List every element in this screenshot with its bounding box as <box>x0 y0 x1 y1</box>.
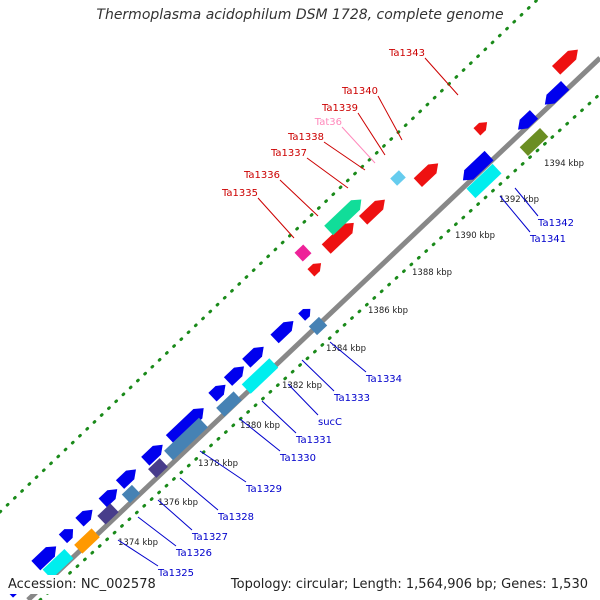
leader-line <box>261 400 297 434</box>
gene-label: Ta1340 <box>341 86 378 97</box>
leader-line <box>514 187 539 217</box>
gene-arrow <box>223 366 244 386</box>
gene-label: Ta1334 <box>365 374 402 385</box>
gene-label: Ta1330 <box>279 453 316 464</box>
gene-arrow <box>164 417 208 461</box>
gene-arrow <box>58 529 74 544</box>
gene-arrow <box>165 408 204 445</box>
leader-line <box>287 383 319 416</box>
leader-line <box>239 418 281 452</box>
gene-label: Ta1333 <box>333 393 370 404</box>
leader-line <box>199 450 247 483</box>
kbp-tick-label: 1378 kbp <box>198 459 238 469</box>
gene-label: Ta1343 <box>388 48 425 59</box>
gene-arrow <box>242 346 264 368</box>
gene-arrow <box>321 222 354 254</box>
gene-label: Ta1337 <box>270 148 307 159</box>
outer-tick-ring <box>0 0 540 514</box>
gene-arrow <box>358 199 385 225</box>
gene-arrow <box>31 546 57 571</box>
gene-label: Tat36 <box>314 117 342 128</box>
gene-label: Ta1335 <box>221 188 258 199</box>
leader-line <box>279 179 319 217</box>
gene-arrow <box>294 244 312 262</box>
gene-label: Ta1328 <box>217 512 254 523</box>
leader-line <box>257 197 295 239</box>
leader-line <box>306 157 349 189</box>
gene-arrow <box>466 163 502 199</box>
gene-label: Ta1338 <box>287 132 324 143</box>
kbp-tick-label: 1392 kbp <box>499 195 539 205</box>
leader-line <box>137 516 177 547</box>
gene-arrow <box>115 469 136 489</box>
gene-label: Ta1326 <box>175 548 212 559</box>
accession-label: Accession: NC_002578 <box>4 575 160 594</box>
leader-line <box>323 141 366 171</box>
gene-arrow <box>148 458 168 478</box>
kbp-tick-label: 1382 kbp <box>282 381 322 391</box>
gene-arrow <box>324 199 362 236</box>
gene-arrow <box>42 548 74 580</box>
kbp-tick-label: 1374 kbp <box>118 538 158 548</box>
kbp-tick-label: 1390 kbp <box>455 231 495 241</box>
gene-arrow <box>473 122 488 136</box>
gene-label: Ta1342 <box>537 218 574 229</box>
gene-arrow <box>519 128 549 156</box>
leader-line <box>157 499 193 531</box>
inner-tick-ring <box>38 92 600 600</box>
gene-arrow <box>208 384 226 402</box>
leader-line <box>424 57 459 96</box>
gene-label: Ta1336 <box>243 170 280 181</box>
leader-line <box>499 195 531 233</box>
gene-arrow <box>74 528 100 554</box>
gene-label: Ta1341 <box>529 234 566 245</box>
kbp-tick-label: 1376 kbp <box>158 498 198 508</box>
gene-label: Ta1331 <box>295 435 332 446</box>
gene-arrow <box>270 321 294 344</box>
gene-arrow <box>462 150 494 181</box>
gene-label: Ta1327 <box>191 532 228 543</box>
gene-arrow <box>518 110 539 130</box>
gene-arrow <box>544 81 570 105</box>
leader-line <box>377 95 403 141</box>
kbp-tick-label: 1384 kbp <box>326 344 366 354</box>
genome-summary: Topology: circular; Length: 1,564,906 bp… <box>226 575 592 594</box>
gene-arrow <box>298 308 311 321</box>
gene-arrow <box>141 444 163 466</box>
kbp-tick-label: 1386 kbp <box>368 306 408 316</box>
gene-arrow <box>98 489 118 508</box>
leader-line <box>341 126 376 164</box>
kbp-tick-label: 1394 kbp <box>544 159 584 169</box>
gene-arrow <box>75 509 93 527</box>
gene-arrow <box>390 170 406 186</box>
gene-label: Ta1329 <box>245 484 282 495</box>
gene-arrow <box>308 316 328 336</box>
gene-arrow <box>97 503 119 525</box>
map-title: Thermoplasma acidophilum DSM 1728, compl… <box>96 7 504 23</box>
leader-line <box>357 112 386 156</box>
leader-line <box>301 359 335 392</box>
gene-label: Ta1325 <box>157 568 194 579</box>
kbp-tick-label: 1380 kbp <box>240 421 280 431</box>
leader-line <box>179 477 219 511</box>
gene-arrow <box>121 484 141 504</box>
leader-line <box>329 341 367 373</box>
gene-label: sucC <box>318 417 342 428</box>
gene-arrow <box>241 358 279 394</box>
gene-arrow <box>551 49 578 75</box>
kbp-tick-label: 1388 kbp <box>412 268 452 278</box>
gene-arrow <box>413 163 439 187</box>
gene-label: Ta1339 <box>321 103 358 114</box>
leader-line <box>117 539 159 567</box>
gene-arrow <box>307 263 322 277</box>
gene-arrow <box>216 391 242 417</box>
